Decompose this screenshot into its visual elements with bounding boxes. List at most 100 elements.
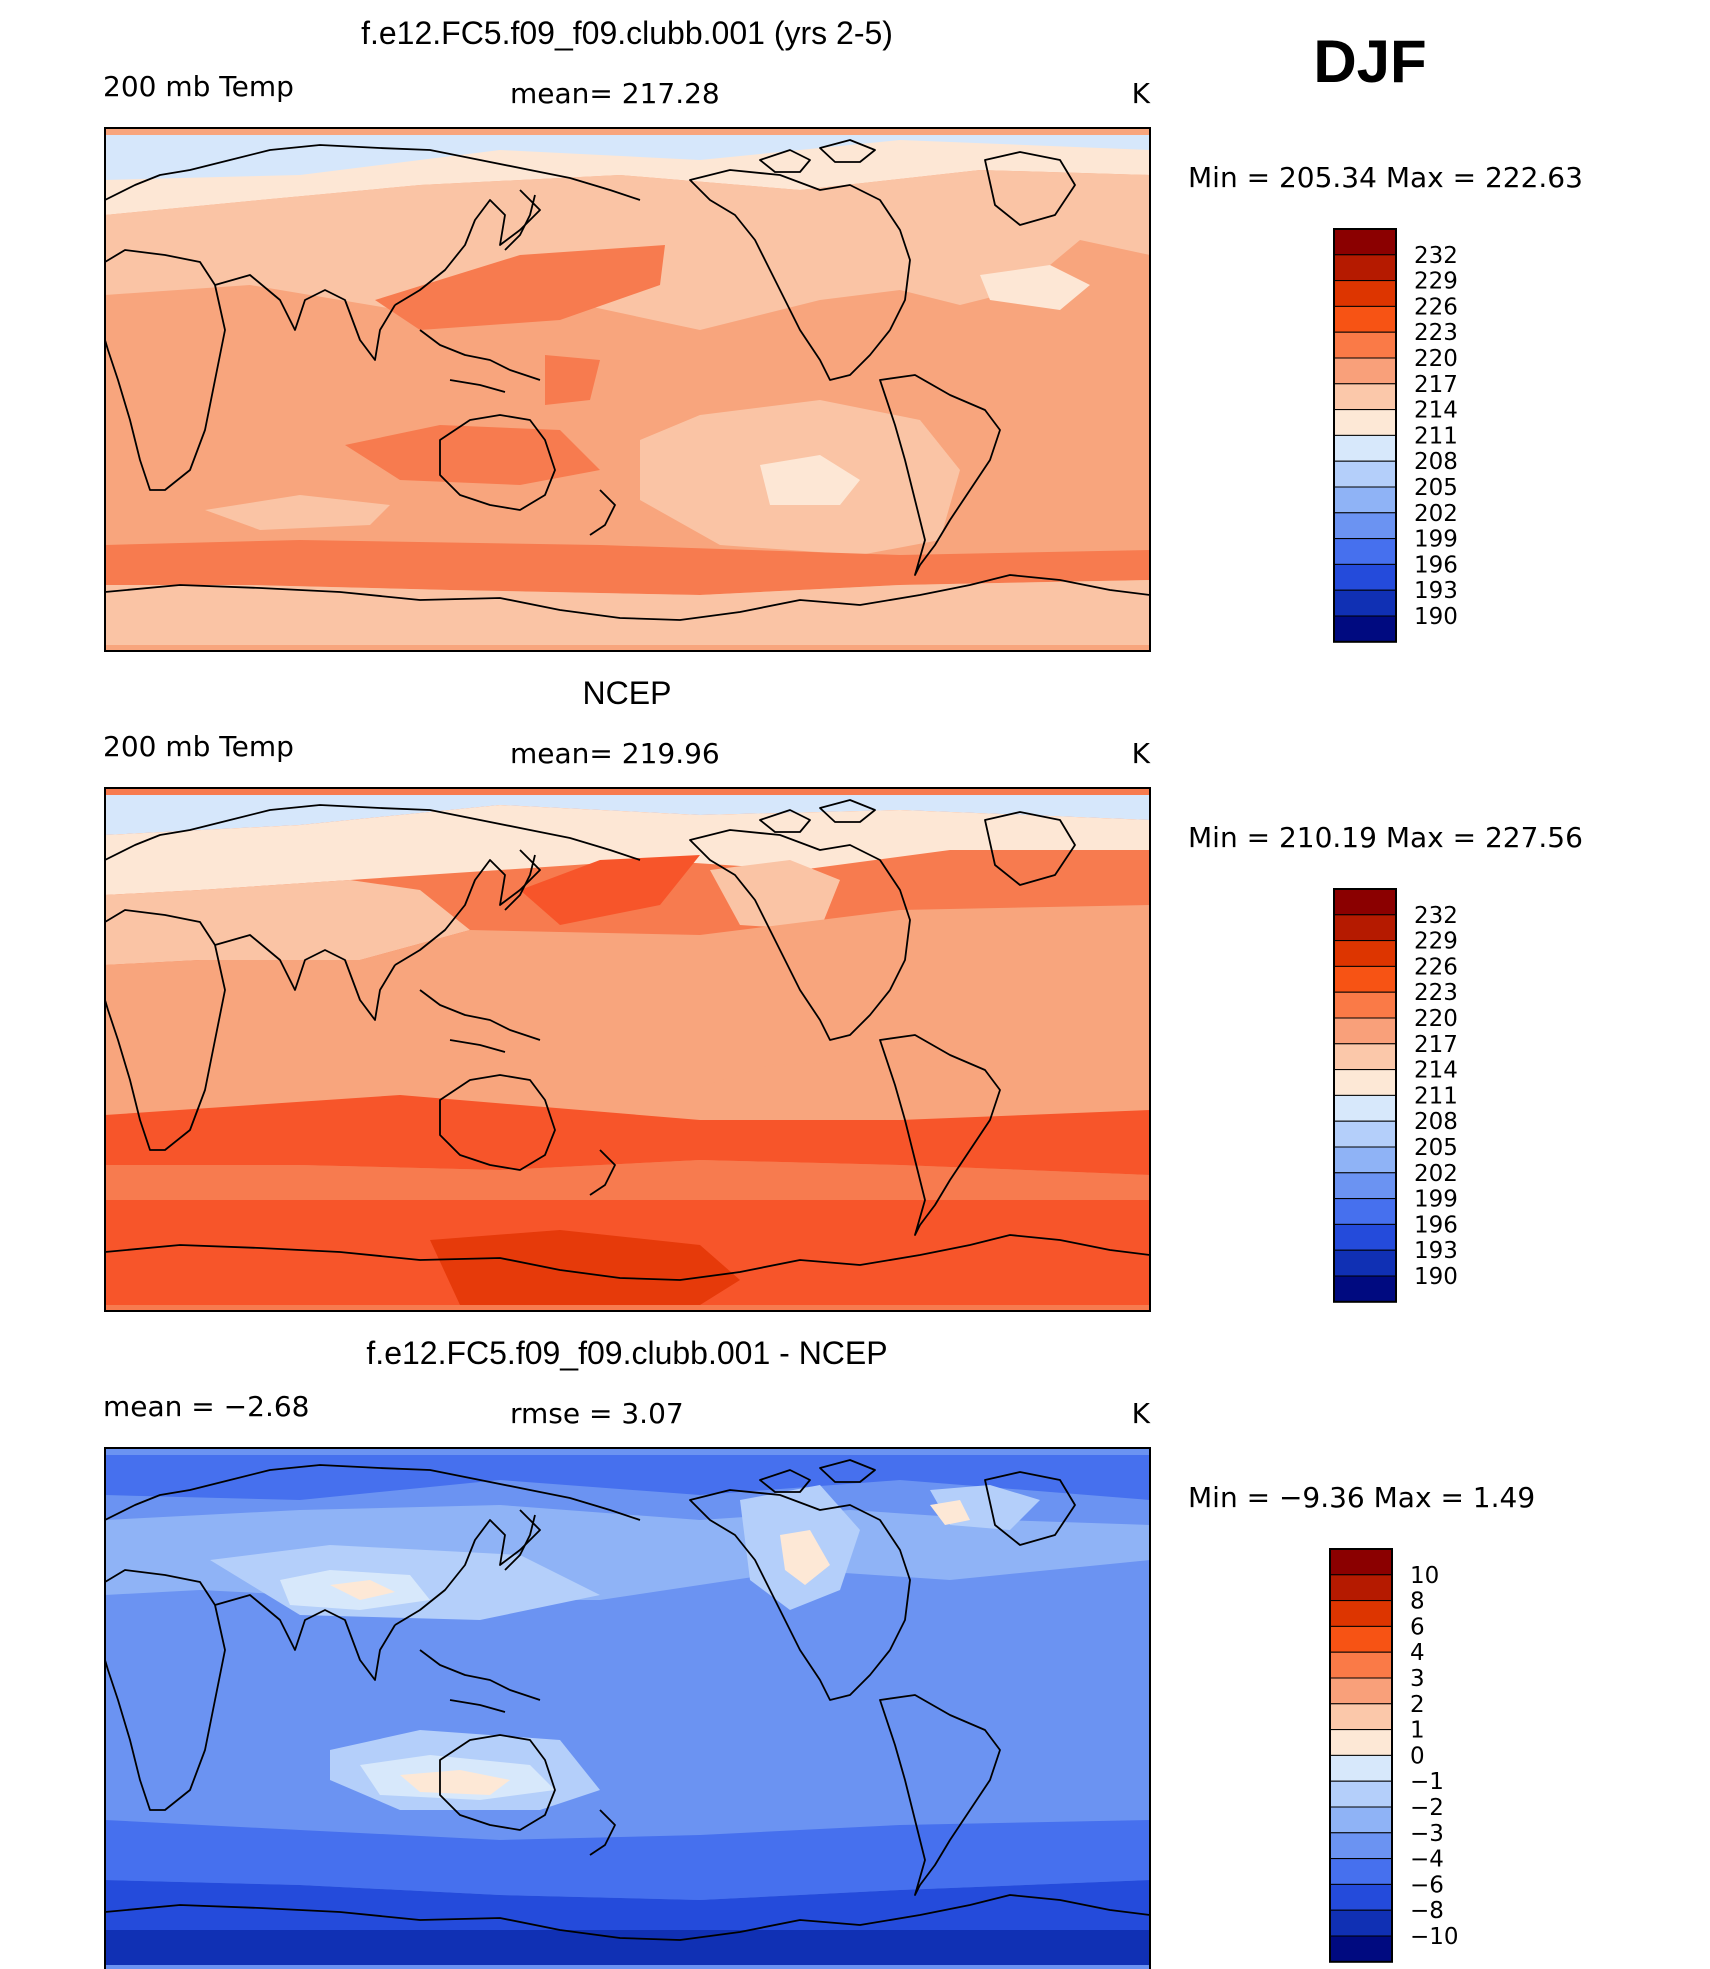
- variable-label: 200 mb Temp: [103, 730, 294, 763]
- contour-region: [105, 135, 1150, 180]
- colorbar-tick-label: 2: [1410, 1692, 1425, 1718]
- colorbar-tick-label: 202: [1414, 1161, 1458, 1187]
- colorbar-swatch: [1329, 1780, 1393, 1808]
- colorbar-tick-label: −2: [1410, 1795, 1444, 1821]
- contour-region: [710, 860, 840, 930]
- contour-region: [375, 245, 665, 330]
- contour-region: [980, 265, 1090, 310]
- colorbar-frame: [1329, 1548, 1393, 1963]
- contour-region: [430, 1230, 740, 1305]
- colorbar-tick-label: 226: [1414, 954, 1458, 980]
- colorbar-tick-label: −4: [1410, 1847, 1444, 1873]
- colorbar-tick-label: 229: [1414, 929, 1458, 955]
- contour-region: [780, 1530, 830, 1585]
- colorbar-swatch: [1333, 331, 1397, 359]
- contour-region: [105, 1880, 1150, 1930]
- colorbar-tick-label: 208: [1414, 1109, 1458, 1135]
- colorbar-tick-label: 193: [1414, 1238, 1458, 1264]
- colorbar-tick-label: 10: [1410, 1563, 1439, 1589]
- range-label: Min = −9.36 Max = 1.49: [1188, 1481, 1535, 1514]
- colorbar-frame: [1333, 888, 1397, 1303]
- colorbar-swatch: [1333, 1146, 1397, 1174]
- colorbar-tick-label: 214: [1414, 1058, 1458, 1084]
- contour-region: [400, 1770, 510, 1795]
- colorbar-swatch: [1333, 1198, 1397, 1225]
- colorbar-swatch: [1329, 1883, 1393, 1911]
- contour-region: [105, 540, 1150, 595]
- colorbar-swatch: [1333, 965, 1397, 993]
- colorbar-swatch: [1333, 538, 1397, 565]
- colorbar-tick-label: 217: [1414, 372, 1458, 398]
- colorbar-tick-label: 226: [1414, 294, 1458, 320]
- contour-region: [345, 425, 600, 485]
- contour-region: [105, 795, 1150, 835]
- colorbar-tick-label: 220: [1414, 1006, 1458, 1032]
- colorbar-tick-label: 3: [1410, 1666, 1425, 1692]
- colorbar-swatch: [1333, 1249, 1397, 1277]
- contour-region: [205, 495, 390, 530]
- units-label: K: [1132, 737, 1151, 770]
- colorbar-tick-label: 223: [1414, 320, 1458, 346]
- colorbar-swatch: [1333, 228, 1397, 256]
- colorbar-swatch: [1333, 1069, 1397, 1096]
- colorbar-swatch: [1329, 1935, 1393, 1963]
- colorbar-tick-label: 232: [1414, 243, 1458, 269]
- colorbar-swatch: [1333, 357, 1397, 385]
- colorbar-swatch: [1329, 1754, 1393, 1782]
- colorbar-tick-label: −8: [1410, 1898, 1444, 1924]
- contour-region: [105, 1095, 1150, 1175]
- colorbar-swatch: [1333, 512, 1397, 540]
- colorbar-swatch: [1333, 460, 1397, 488]
- contour-region: [760, 455, 860, 505]
- colorbar-tick-label: 4: [1410, 1640, 1425, 1666]
- contour-region: [105, 1160, 1150, 1200]
- contour-region: [545, 355, 600, 405]
- colorbar-tick-label: 205: [1414, 1135, 1458, 1161]
- contour-region: [330, 1580, 395, 1600]
- panel-2: NCEP 200 mb Temp mean= 219.96 K Min = 210.19…: [103, 675, 1583, 1312]
- colorbar-tick-label: −6: [1410, 1872, 1444, 1898]
- colorbar-swatch: [1333, 1120, 1397, 1148]
- colorbar-swatch: [1329, 1858, 1393, 1885]
- colorbar-swatch: [1333, 589, 1397, 617]
- colorbar-swatch: [1333, 434, 1397, 462]
- colorbar-tick-label: −1: [1410, 1769, 1444, 1795]
- panel-title: f.e12.FC5.f09_f09.clubb.001 - NCEP: [366, 1335, 887, 1371]
- colorbar-tick-label: 1: [1410, 1718, 1425, 1744]
- range-label: Min = 210.19 Max = 227.56: [1188, 821, 1583, 854]
- colorbar-frame: [1333, 228, 1397, 643]
- colorbar-swatch: [1329, 1806, 1393, 1834]
- colorbar-tick-label: 217: [1414, 1032, 1458, 1058]
- colorbar-swatch: [1329, 1651, 1393, 1679]
- colorbar-swatch: [1329, 1909, 1393, 1937]
- contour-region: [105, 1820, 1150, 1900]
- colorbar-swatch: [1333, 1275, 1397, 1303]
- colorbar-swatch: [1333, 1017, 1397, 1045]
- colorbar: 2322292262232202172142112082052021991961…: [1333, 228, 1458, 643]
- colorbar-tick-label: 208: [1414, 449, 1458, 475]
- colorbar-swatch: [1329, 1574, 1393, 1602]
- map-field: [105, 1448, 1150, 1969]
- colorbar-tick-label: 193: [1414, 578, 1458, 604]
- colorbar-tick-label: 229: [1414, 269, 1458, 295]
- colorbar-swatch: [1333, 486, 1397, 514]
- colorbar-tick-label: 202: [1414, 501, 1458, 527]
- colorbar-tick-label: 211: [1414, 1083, 1458, 1109]
- colorbar-tick-label: 232: [1414, 903, 1458, 929]
- colorbar-tick-label: 0: [1410, 1743, 1425, 1769]
- colorbar-swatch: [1333, 383, 1397, 411]
- colorbar-swatch: [1329, 1832, 1393, 1860]
- season-label: DJF: [1313, 28, 1426, 95]
- contour-region: [105, 805, 1150, 895]
- colorbar-tick-label: 196: [1414, 552, 1458, 578]
- contour-region: [520, 855, 700, 925]
- colorbar-tick-label: 190: [1414, 604, 1458, 630]
- contour-region: [105, 1930, 1150, 1965]
- colorbar-swatch: [1333, 888, 1397, 916]
- colorbar-tick-label: 220: [1414, 346, 1458, 372]
- colorbar: 2322292262232202172142112082052021991961…: [1333, 888, 1458, 1303]
- panel-title: NCEP: [583, 675, 672, 711]
